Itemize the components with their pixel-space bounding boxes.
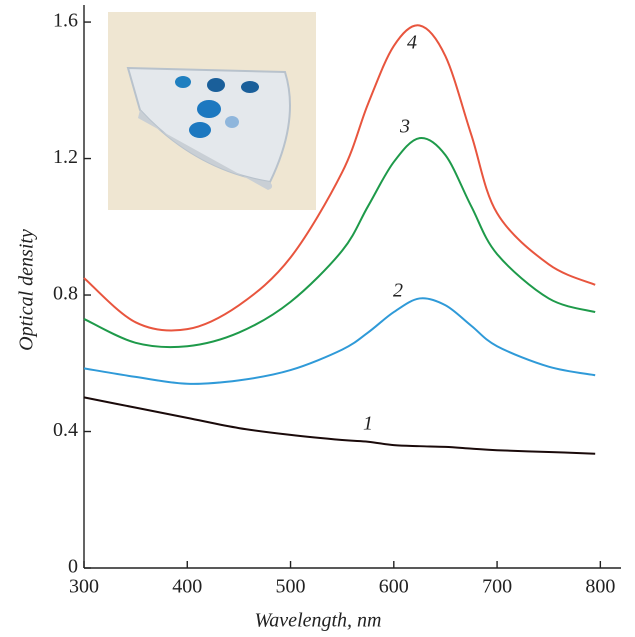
x-tick-label: 300	[69, 576, 99, 598]
y-tick-label: 1.2	[53, 146, 78, 168]
y-tick-label: 0.4	[53, 419, 78, 441]
y-tick-label: 0.8	[53, 283, 78, 305]
series-line	[83, 137, 596, 349]
x-axis-label: Wavelength, nm	[254, 610, 381, 632]
x-tick-label: 700	[482, 576, 512, 598]
curve-label: 4	[407, 32, 417, 54]
x-tick-label: 800	[585, 576, 615, 598]
series-line	[83, 396, 596, 455]
inset-photo	[108, 12, 316, 210]
series-line	[83, 297, 596, 385]
series-line	[83, 24, 596, 332]
curve-label: 2	[393, 280, 403, 302]
y-tick-label: 1.6	[53, 10, 78, 32]
curve-label: 1	[363, 413, 373, 435]
y-axis-label: Optical density	[16, 229, 38, 351]
curve-label: 3	[399, 116, 410, 138]
x-tick-label: 500	[276, 576, 306, 598]
x-tick-label: 600	[379, 576, 409, 598]
x-tick-label: 400	[172, 576, 202, 598]
y-tick-label: 0	[68, 556, 78, 578]
